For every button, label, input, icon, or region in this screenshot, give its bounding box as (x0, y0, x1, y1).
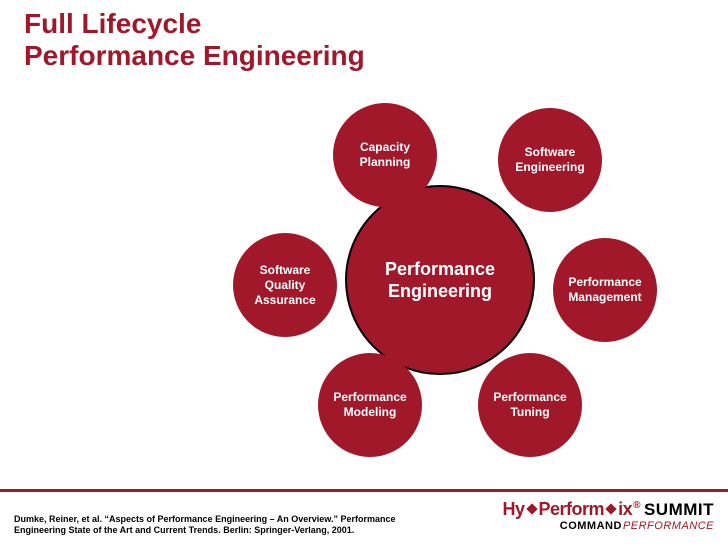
registered-icon: ® (633, 500, 640, 511)
slide: Full Lifecycle Performance Engineering P… (0, 0, 728, 546)
brand-subline: COMMANDPERFORMANCE (503, 520, 714, 532)
satellite-capacity-planning: CapacityPlanning (333, 103, 437, 207)
satellite-performance-tuning: PerformanceTuning (478, 353, 582, 457)
satellite-software-qa: SoftwareQualityAssurance (233, 233, 337, 337)
satellite-label: PerformanceTuning (487, 384, 572, 426)
footer-divider (0, 489, 728, 492)
logo-part-1: Hy (503, 499, 525, 519)
title-line-1: Full Lifecycle (24, 8, 201, 39)
diamond-icon (605, 503, 616, 514)
satellite-software-engineering: SoftwareEngineering (498, 108, 602, 212)
radial-diagram: PerformanceEngineering CapacityPlanning So… (0, 80, 728, 460)
satellite-label: PerformanceManagement (562, 269, 647, 311)
logo-block: Hy Perform ix® SUMMIT COMMANDPERFORMANCE (503, 499, 714, 532)
center-label: PerformanceEngineering (385, 258, 495, 303)
logo-sub-perf: PERFORMANCE (623, 520, 714, 532)
satellite-label: SoftwareQualityAssurance (248, 257, 321, 314)
citation-text: Dumke, Reiner, et al. “Aspects of Perfor… (14, 514, 444, 537)
slide-title: Full Lifecycle Performance Engineering (24, 8, 365, 72)
logo-sub-cmd: COMMAND (560, 520, 622, 532)
satellite-label: SoftwareEngineering (509, 139, 590, 181)
center-node: PerformanceEngineering (345, 185, 535, 375)
brand-logo: Hy Perform ix® SUMMIT (503, 499, 714, 520)
logo-summit: SUMMIT (644, 500, 714, 519)
logo-part-3: ix (618, 499, 632, 519)
satellite-performance-modeling: PerformanceModeling (318, 353, 422, 457)
satellite-performance-management: PerformanceManagement (553, 238, 657, 342)
diamond-icon (526, 503, 537, 514)
title-line-2: Performance Engineering (24, 40, 365, 71)
satellite-label: PerformanceModeling (327, 384, 412, 426)
satellite-label: CapacityPlanning (354, 134, 417, 176)
logo-part-2: Perform (539, 499, 605, 519)
